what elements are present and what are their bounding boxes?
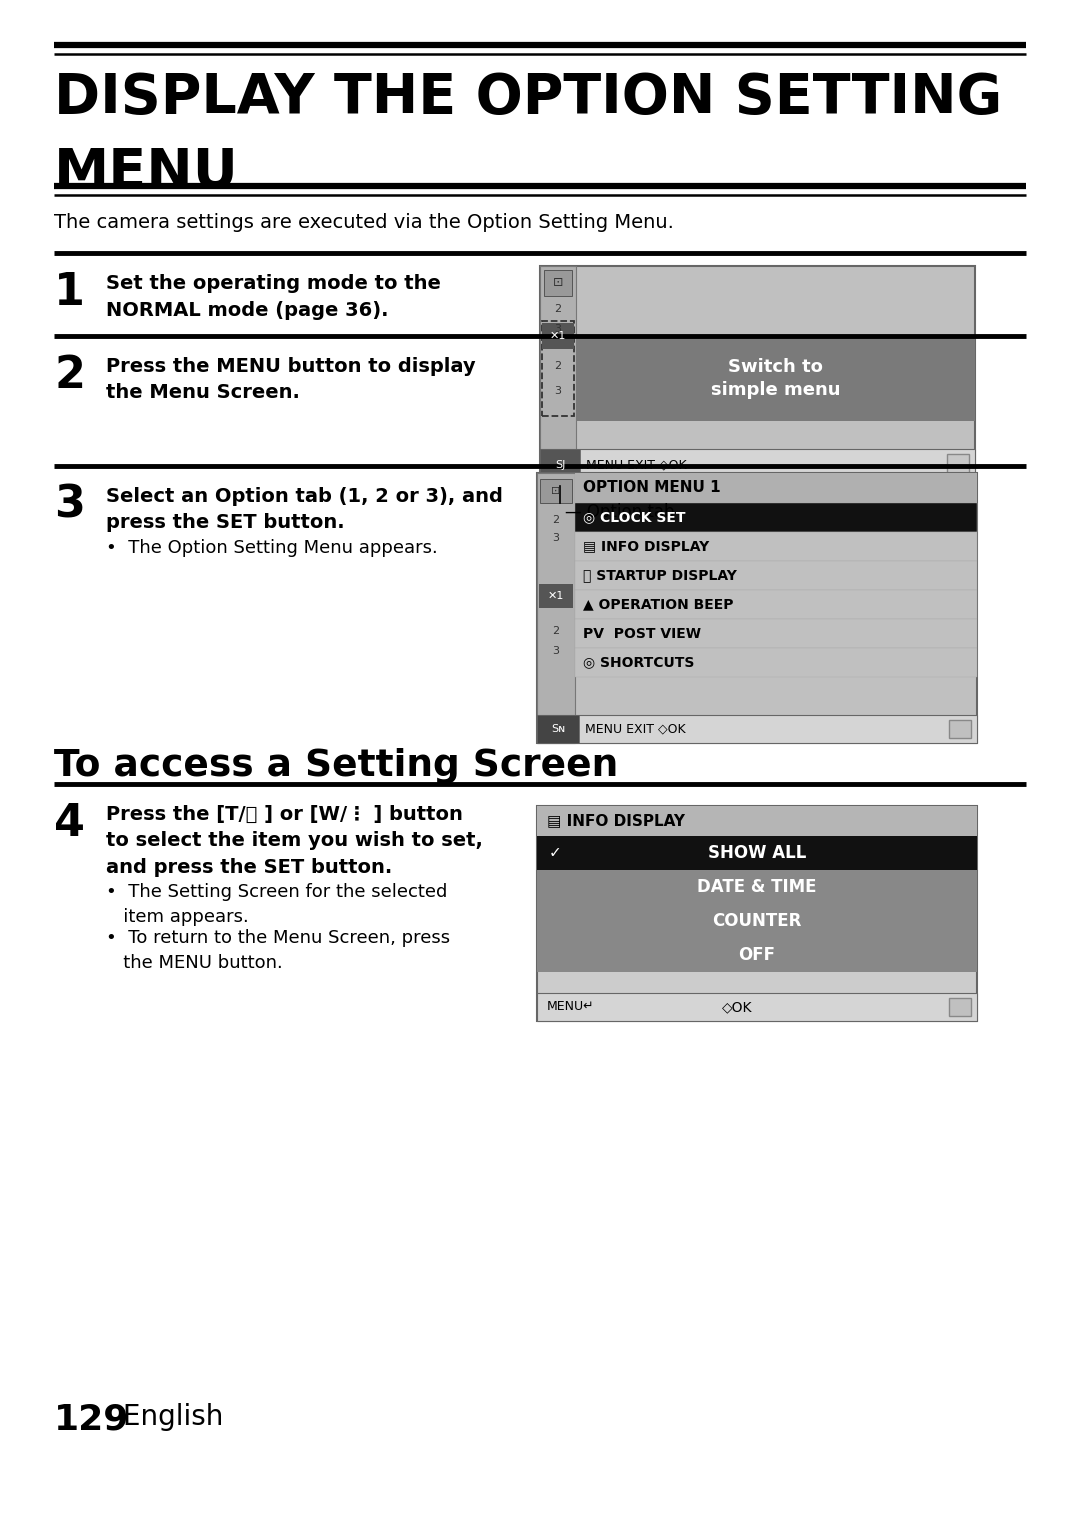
Bar [537,715,579,742]
Bar [537,837,977,870]
Text: 3: 3 [554,386,562,395]
Text: OPTION MENU 1: OPTION MENU 1 [583,481,720,496]
Bar [540,479,572,503]
Bar [537,870,977,903]
Bar [544,271,572,297]
Text: ✕1: ✕1 [548,592,564,601]
Bar [539,584,573,608]
Text: ⮞ STARTUP DISPLAY: ⮞ STARTUP DISPLAY [583,569,737,583]
Text: SJ: SJ [555,459,565,470]
Text: •  To return to the Menu Screen, press
   the MENU button.: • To return to the Menu Screen, press th… [106,929,450,972]
Bar [537,938,977,972]
Bar [537,993,977,1021]
Text: 3: 3 [553,646,559,656]
Text: The camera settings are executed via the Option Setting Menu.: The camera settings are executed via the… [54,213,674,233]
Text: 2: 2 [54,354,85,397]
Text: 2: 2 [553,516,559,525]
Text: ⊡: ⊡ [551,487,561,496]
Bar [576,336,975,421]
Bar [540,266,576,481]
Text: •  The Setting Screen for the selected
   item appears.: • The Setting Screen for the selected it… [106,884,447,926]
Bar [537,473,977,742]
Bar [947,453,969,476]
Text: DATE & TIME: DATE & TIME [698,878,816,896]
Text: Select an Option tab (1, 2 or 3), and
press the SET button.: Select an Option tab (1, 2 or 3), and pr… [106,487,503,532]
Text: ✓: ✓ [549,846,562,861]
Bar [575,590,977,619]
Bar [540,266,975,481]
Bar [542,322,573,348]
Text: Set the operating mode to the
NORMAL mode (page 36).: Set the operating mode to the NORMAL mod… [106,274,441,319]
Bar [575,532,977,561]
Text: PV  POST VIEW: PV POST VIEW [583,627,701,640]
Text: ✕1: ✕1 [550,332,566,341]
Text: 2: 2 [554,360,562,371]
Text: MENU: MENU [54,146,239,199]
Text: — Option tab: — Option tab [565,503,675,522]
Text: ▲ OPERATION BEEP: ▲ OPERATION BEEP [583,598,733,611]
Bar [949,998,971,1016]
Text: 2: 2 [554,304,562,313]
Text: MENU EXIT ◇OK: MENU EXIT ◇OK [586,458,687,472]
Bar [575,648,977,677]
Text: ◎ CLOCK SET: ◎ CLOCK SET [583,511,686,525]
Text: COUNTER: COUNTER [713,913,801,929]
Text: MENU↵: MENU↵ [546,1001,595,1013]
Bar [540,449,580,481]
Text: Switch to
simple menu: Switch to simple menu [711,357,840,400]
Text: ▤ INFO DISPLAY: ▤ INFO DISPLAY [546,814,685,829]
Text: 3: 3 [54,484,85,526]
Bar [540,449,975,481]
Text: 129: 129 [54,1402,130,1437]
Text: 3: 3 [554,324,562,335]
Text: Sɴ: Sɴ [551,724,565,735]
Bar [537,806,977,1021]
Text: MENU EXIT ◇OK: MENU EXIT ◇OK [585,722,686,736]
Text: ⊡: ⊡ [553,277,564,289]
Bar [537,903,977,938]
Bar [575,503,977,532]
Text: 2: 2 [553,627,559,636]
Text: ◎ SHORTCUTS: ◎ SHORTCUTS [583,656,694,669]
Bar [537,806,977,837]
Text: Press the MENU button to display
the Menu Screen.: Press the MENU button to display the Men… [106,357,475,403]
Bar [575,561,977,590]
Text: English: English [114,1402,224,1431]
Text: 4: 4 [54,802,85,846]
Bar [575,473,977,503]
Bar [575,619,977,648]
Bar [537,715,977,742]
Text: SHOW ALL: SHOW ALL [707,844,806,862]
Text: 1: 1 [54,271,85,313]
Bar [949,719,971,738]
Text: ◇OK: ◇OK [721,999,753,1015]
Text: OFF: OFF [739,946,775,964]
Text: Press the [T/⌕ ] or [W/⋮ ] button
to select the item you wish to set,
and press : Press the [T/⌕ ] or [W/⋮ ] button to sel… [106,805,483,878]
Text: 3: 3 [553,532,559,543]
Text: •  The Option Setting Menu appears.: • The Option Setting Menu appears. [106,538,437,557]
Text: ▤ INFO DISPLAY: ▤ INFO DISPLAY [583,540,710,554]
Text: DISPLAY THE OPTION SETTING: DISPLAY THE OPTION SETTING [54,71,1002,125]
Text: To access a Setting Screen: To access a Setting Screen [54,748,618,783]
Bar [537,473,575,742]
Bar [542,321,573,417]
